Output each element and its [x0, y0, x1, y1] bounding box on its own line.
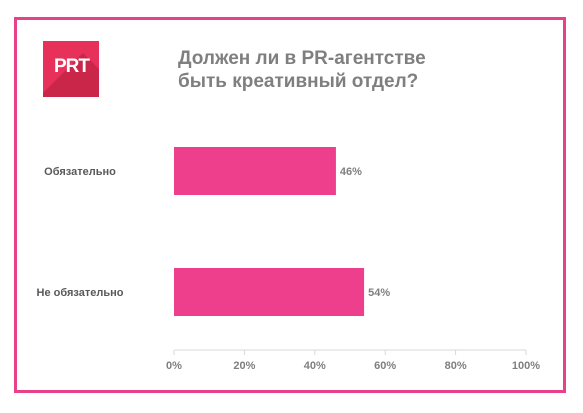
bar — [174, 147, 336, 195]
logo-text: PRT — [54, 56, 90, 77]
chart-title: Должен ли в PR-агентстве быть креативный… — [178, 48, 426, 92]
x-tick-label: 0% — [166, 360, 182, 372]
x-tick-label: 60% — [374, 360, 396, 372]
x-tick-label: 20% — [233, 360, 255, 372]
category-label: Не обязательно — [37, 287, 124, 299]
chart-frame: PRT Должен ли в PR-агентстве быть креати… — [14, 17, 566, 393]
x-tick-label: 100% — [512, 360, 540, 372]
bar — [174, 268, 365, 316]
data-label: 46% — [340, 166, 362, 178]
x-tick-label: 40% — [304, 360, 326, 372]
category-label: Обязательно — [44, 166, 116, 178]
data-label: 54% — [368, 287, 390, 299]
x-tick-label: 80% — [445, 360, 467, 372]
logo: PRT — [43, 41, 99, 97]
